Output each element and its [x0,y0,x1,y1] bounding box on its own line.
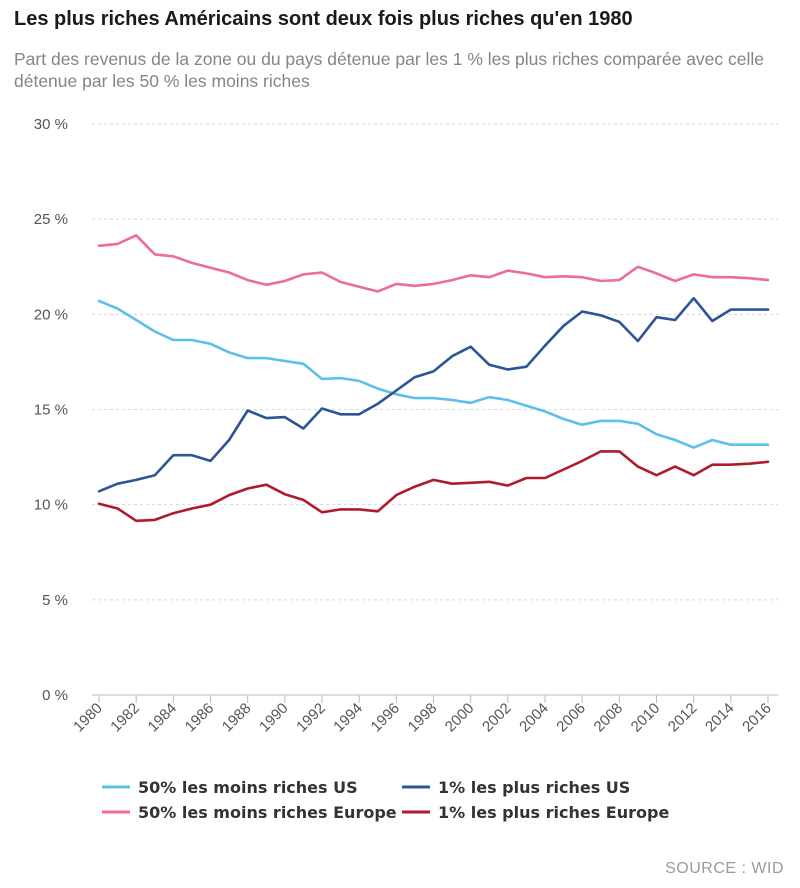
y-tick-label: 30 % [34,116,68,133]
x-tick-label: 2010 [628,700,664,736]
series-line-1-les-plus-riches-europe [97,450,770,523]
x-tick-label: 2014 [702,700,738,736]
x-tick-label: 2000 [442,700,478,736]
x-tick-label: 2008 [591,700,627,736]
x-axis-ticks: 1980 1982 1984 1986 1988 1990 1992 1994 1996 1998… [70,695,775,735]
series-lines [97,234,770,523]
x-tick-label: 1994 [330,700,366,736]
x-tick-label: 2016 [739,700,775,736]
x-tick-label: 1982 [107,700,143,736]
x-tick-label: 2006 [553,700,589,736]
x-tick-label: 1992 [293,700,329,736]
series-line-50-les-moins-riches-us [97,299,770,449]
legend: 50% les moins riches US 1% les plus riche… [102,778,669,822]
source-note: SOURCE : WID [665,860,784,877]
x-tick-label: 1996 [368,700,404,736]
x-tick-label: 1980 [70,700,106,736]
chart-subtitle: Part des revenus de la zone ou du pays d… [14,49,765,91]
x-tick-label: 1984 [145,700,181,736]
legend-label: 1% les plus riches US [438,778,630,797]
y-tick-label: 25 % [34,211,68,228]
y-tick-label: 10 % [34,497,68,514]
y-tick-label: 5 % [42,592,68,609]
y-tick-label: 20 % [34,306,68,323]
x-tick-label: 2012 [665,700,701,736]
x-tick-label: 1988 [219,700,255,736]
series-line-50-les-moins-riches-europe [97,234,770,293]
series-line-1-les-plus-riches-us [97,296,770,493]
grid-lines [92,123,778,696]
x-tick-label: 2002 [479,700,515,736]
y-tick-label: 0 % [42,687,68,704]
x-tick-label: 1998 [405,700,441,736]
y-tick-label: 15 % [34,402,68,419]
x-tick-label: 2004 [516,700,552,736]
legend-label: 50% les moins riches US [138,778,358,797]
y-axis-ticks: 0 % 5 % 10 % 15 % 20 % 25 % 30 % [34,116,68,704]
x-tick-label: 1990 [256,700,292,736]
legend-label: 50% les moins riches Europe [138,803,397,822]
x-tick-label: 1986 [182,700,218,736]
legend-label: 1% les plus riches Europe [438,803,669,822]
chart-title: Les plus riches Américains sont deux foi… [14,8,633,30]
